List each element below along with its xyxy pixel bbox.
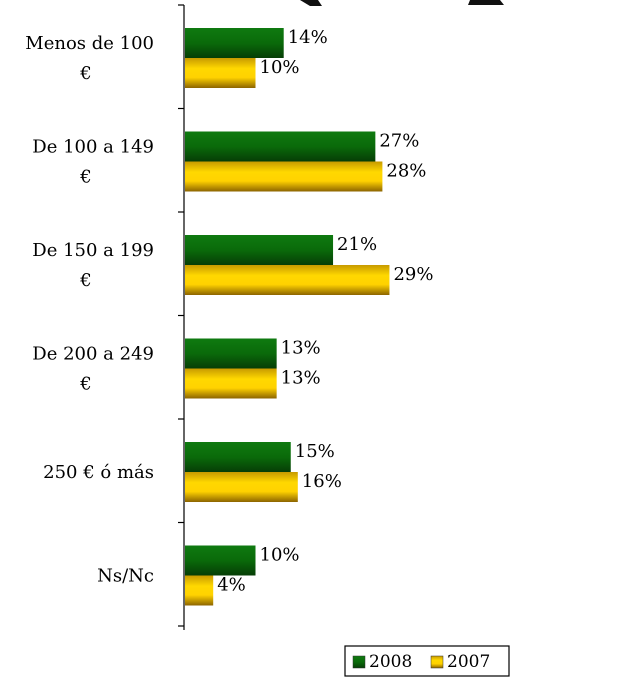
bar-2008-5 xyxy=(185,545,256,576)
category-label-0-line-1: € xyxy=(79,63,91,84)
data-label-2008-0: 14% xyxy=(288,27,328,48)
data-label-2007-4: 16% xyxy=(302,471,342,492)
category-label-0-line-0: Menos de 100 xyxy=(25,33,154,54)
category-label-2-line-0: De 150 a 199 xyxy=(32,240,154,261)
bar-2007-0 xyxy=(185,58,256,88)
category-label-4-line-0: 250 € ó más xyxy=(43,462,154,483)
bar-2008-2 xyxy=(185,235,334,265)
legend: 2008 2007 xyxy=(344,645,510,677)
category-labels: Menos de 100 € De 100 a 149 € De 150 a 199 € D… xyxy=(25,33,154,587)
bar-2007-3 xyxy=(185,368,277,399)
legend-label-2007: 2007 xyxy=(447,652,490,672)
legend-label-2008: 2008 xyxy=(369,652,412,672)
bar-2008-0 xyxy=(185,28,284,58)
bar-2007-5 xyxy=(185,575,214,606)
data-label-2008-2: 21% xyxy=(337,234,377,255)
bars: 14% 10% 27% 28% 21% 29% 13% 13% 15% 16% 10% 4% xyxy=(185,27,433,606)
legend-swatch-2007 xyxy=(430,655,444,669)
data-label-2008-1: 27% xyxy=(379,131,419,152)
legend-swatch-2008 xyxy=(352,655,366,669)
bar-2007-2 xyxy=(185,265,390,295)
data-label-2007-0: 10% xyxy=(260,57,300,78)
data-label-2007-3: 13% xyxy=(281,368,321,389)
category-label-3-line-0: De 200 a 249 xyxy=(32,344,154,365)
bar-2008-4 xyxy=(185,442,291,472)
data-label-2007-5: 4% xyxy=(217,575,246,596)
category-label-3-line-1: € xyxy=(79,374,91,395)
category-label-5-line-0: Ns/Nc xyxy=(97,566,154,587)
data-label-2008-5: 10% xyxy=(260,545,300,566)
bar-2008-3 xyxy=(185,338,277,369)
data-label-2008-4: 15% xyxy=(295,441,335,462)
bar-2007-4 xyxy=(185,472,298,502)
category-label-1-line-1: € xyxy=(79,167,91,188)
legend-box xyxy=(344,645,510,677)
bar-2007-1 xyxy=(185,161,383,192)
data-label-2007-2: 29% xyxy=(393,264,433,285)
y-axis xyxy=(178,4,185,630)
category-label-2-line-1: € xyxy=(79,270,91,291)
partial-title-remnant xyxy=(300,0,504,6)
data-label-2007-1: 28% xyxy=(386,161,426,182)
bar-2008-1 xyxy=(185,131,376,162)
data-label-2008-3: 13% xyxy=(281,338,321,359)
category-label-1-line-0: De 100 a 149 xyxy=(32,137,154,158)
